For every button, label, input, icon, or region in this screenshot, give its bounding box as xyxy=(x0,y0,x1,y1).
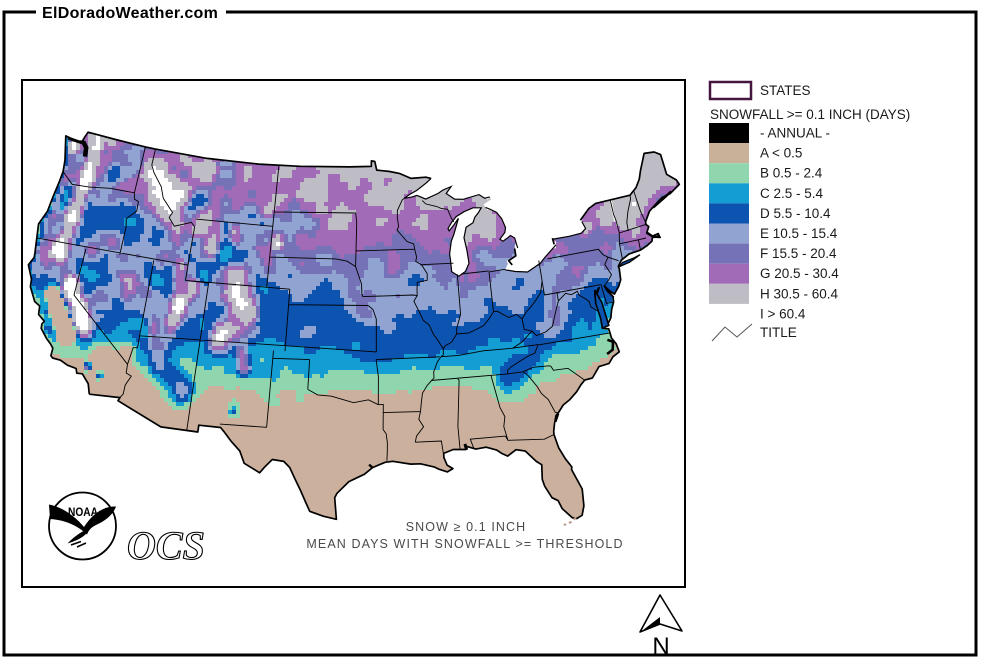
svg-text:MEAN DAYS WITH SNOWFALL >= THR: MEAN DAYS WITH SNOWFALL >= THRESHOLD xyxy=(306,537,623,551)
svg-text:SNOWFALL >= 0.1 INCH (DAYS): SNOWFALL >= 0.1 INCH (DAYS) xyxy=(710,107,910,122)
svg-text:NOAA: NOAA xyxy=(68,507,98,519)
svg-text:ElDoradoWeather.com: ElDoradoWeather.com xyxy=(42,5,218,22)
svg-text:D 5.5 - 10.4: D 5.5 - 10.4 xyxy=(760,206,831,221)
svg-text:SNOW ≥ 0.1 INCH: SNOW ≥ 0.1 INCH xyxy=(406,520,527,534)
svg-text:A < 0.5: A < 0.5 xyxy=(760,146,802,161)
svg-text:C 2.5 - 5.4: C 2.5 - 5.4 xyxy=(760,186,824,201)
svg-text:OCS: OCS xyxy=(127,523,205,568)
svg-text:G 20.5 - 30.4: G 20.5 - 30.4 xyxy=(760,266,839,281)
svg-text:F 15.5 - 20.4: F 15.5 - 20.4 xyxy=(760,246,837,261)
svg-text:N: N xyxy=(652,633,669,660)
svg-text:E 10.5 - 15.4: E 10.5 - 15.4 xyxy=(760,226,838,241)
svg-text:I > 60.4: I > 60.4 xyxy=(760,306,806,321)
svg-text:B 0.5 - 2.4: B 0.5 - 2.4 xyxy=(760,166,823,181)
svg-text:TITLE: TITLE xyxy=(760,325,797,340)
svg-text:STATES: STATES xyxy=(760,83,811,98)
svg-text:H 30.5 - 60.4: H 30.5 - 60.4 xyxy=(760,286,839,301)
svg-text:- ANNUAL -: - ANNUAL - xyxy=(760,126,830,141)
